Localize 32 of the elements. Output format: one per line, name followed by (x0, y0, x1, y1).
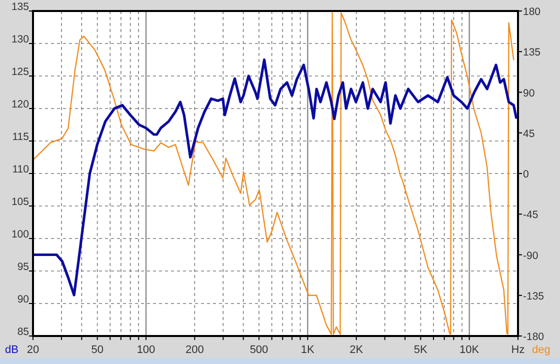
x-tick-label: 200 (185, 344, 204, 356)
x-tick-label: 5K (414, 344, 428, 356)
y2-axis-title: deg (532, 344, 550, 356)
x-tick-label: 2K (350, 344, 364, 356)
y2-tick-label: 45 (523, 128, 535, 140)
x-tick-label: 100 (136, 344, 156, 356)
y-tick-label: 110 (12, 164, 30, 176)
y2-tick-label: 0 (523, 168, 529, 180)
y-tick-label: 85 (17, 326, 30, 338)
x-tick-label: 500 (250, 344, 268, 356)
y-tick-label: 95 (17, 261, 30, 273)
y-axis-title: dB (5, 344, 18, 356)
x-tick-label: 10K (460, 344, 480, 356)
x-tick-label: 50 (91, 344, 104, 356)
y2-tick-label: -90 (523, 250, 538, 262)
y-tick-label: 100 (11, 228, 30, 240)
y-tick-label: 90 (17, 294, 30, 306)
x-tick-label: Hz (511, 344, 525, 356)
y-tick-label: 120 (11, 98, 30, 110)
x-tick-label: 20 (26, 344, 40, 356)
y2-tick-label: 90 (523, 87, 535, 100)
y2-tick-label: -45 (523, 209, 538, 222)
y2-tick-label: 180 (523, 6, 541, 18)
x-tick-label: 1K (300, 344, 316, 356)
y-tick-label: 105 (11, 196, 30, 208)
y-tick-label: 115 (12, 131, 30, 143)
y-tick-label: 135 (11, 1, 30, 13)
y2-tick-label: 135 (523, 46, 541, 59)
y-tick-label: 125 (11, 66, 30, 78)
y-tick-label: 130 (11, 34, 30, 46)
y2-tick-label: -135 (523, 290, 544, 302)
y2-tick-label: -180 (523, 331, 544, 343)
